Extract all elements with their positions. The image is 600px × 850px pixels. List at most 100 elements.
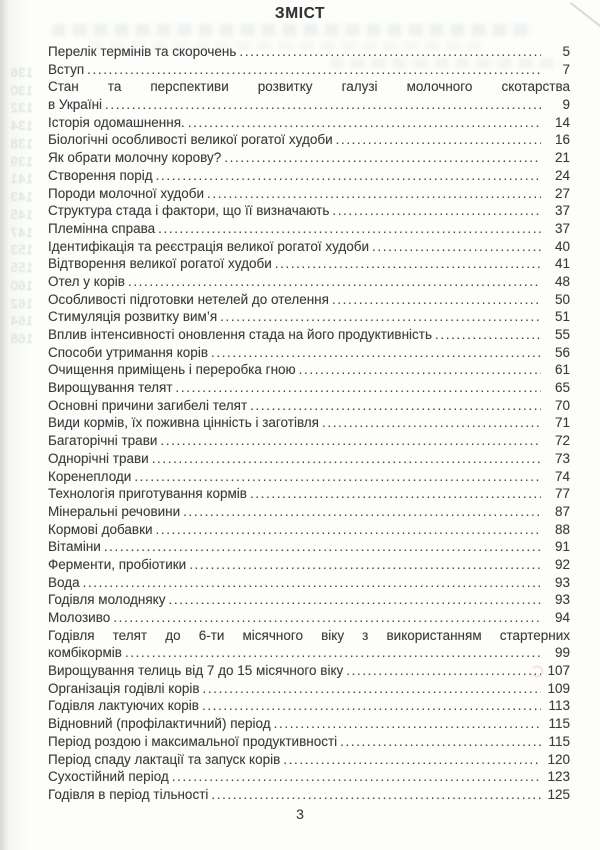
- toc-row: Перелік термінів та скорочень 5: [48, 43, 570, 61]
- page-number: 24: [554, 167, 570, 183]
- toc-entry-label: Годівля лактуючих корів: [48, 698, 199, 714]
- toc-entry-label: в Україні: [48, 97, 103, 113]
- page-number: 21: [554, 150, 570, 166]
- dot-leader: [435, 326, 541, 344]
- dot-leader: [188, 114, 541, 132]
- toc-row: Створення порід 24: [48, 167, 570, 185]
- page-number: 55: [554, 327, 570, 342]
- dot-leader: [211, 786, 541, 804]
- toc-entry-wrapped-line: Годівля телят до 6-ти місячного віку з в…: [48, 627, 570, 643]
- toc-row: Відновний (профілактичний) період 115: [48, 715, 570, 733]
- page-number: 115: [548, 716, 570, 732]
- toc-row: комбікормів 99: [48, 644, 570, 662]
- toc-row: Період спаду лактації та запуск корів 120: [48, 751, 570, 769]
- toc-row: Ідентифікація та реєстрація великої рога…: [48, 238, 570, 256]
- toc-row: Однорічні трави 73: [48, 450, 570, 468]
- dot-leader: [134, 468, 541, 486]
- bleedthrough-number: 164: [10, 313, 34, 328]
- page-number: 74: [554, 468, 570, 484]
- toc-row: Період роздою і максимальної продуктивно…: [48, 733, 570, 751]
- toc-entry-label: Способи утримання корів: [48, 344, 208, 360]
- dot-leader: [125, 644, 541, 662]
- dot-leader: [239, 43, 541, 61]
- page-number: 93: [554, 574, 570, 590]
- toc-entry-label: Вирощування телиць від 7 до 15 місячного…: [48, 663, 344, 679]
- toc-entry-label: Стимуляція розвитку вим’я: [48, 309, 218, 325]
- toc-entry-label: Період роздою і максимальної продуктивно…: [48, 733, 338, 749]
- toc-entry-label: Особливості підготовки нетелей до отелен…: [48, 291, 329, 307]
- toc-entry-label: Вітаміни: [48, 539, 101, 555]
- page-number: 27: [554, 185, 570, 201]
- dot-leader: [372, 238, 541, 256]
- toc-entry-label: Історія одомашнення.: [48, 114, 185, 130]
- footer-page-number: 3: [296, 806, 304, 822]
- toc-row: Вирощування телиць від 7 до 15 місячного…: [48, 662, 570, 680]
- toc-row: Способи утримання корів 56: [48, 344, 570, 362]
- toc-entry-label: Ферменти, пробіотики: [48, 556, 187, 572]
- toc-row: Особливості підготовки нетелей до отелен…: [48, 291, 570, 309]
- dot-leader: [189, 556, 541, 574]
- scan-edge-shadow: [0, 0, 9, 850]
- page-number: 123: [547, 769, 570, 785]
- toc-row: Племінна справа 37: [48, 220, 570, 238]
- toc-row: Мінеральні речовини 87: [48, 503, 570, 521]
- toc-entry-label: Ідентифікація та реєстрація великої рога…: [48, 238, 370, 254]
- page-number: 40: [554, 238, 570, 254]
- dot-leader: [250, 397, 541, 415]
- dot-leader: [156, 521, 541, 539]
- toc-row: Годівля лактуючих корів 113: [48, 697, 570, 715]
- toc-entry-label: Види кормів, їх поживна цінність і загот…: [48, 415, 319, 431]
- toc-entry-label: Період спаду лактації та запуск корів: [48, 751, 281, 767]
- toc-entry-label: Породи молочної худоби: [48, 185, 205, 201]
- page-number: 37: [554, 203, 570, 219]
- toc-row: Види кормів, їх поживна цінність і загот…: [48, 414, 570, 432]
- toc-entry-label: Вплив інтенсивності оновлення стада на й…: [48, 327, 433, 342]
- dot-leader: [207, 185, 541, 203]
- page-number: 115: [548, 733, 570, 749]
- page-number: 88: [554, 521, 570, 537]
- dot-leader: [250, 485, 541, 503]
- page-number: 77: [554, 486, 570, 502]
- page-number: 7: [562, 61, 570, 77]
- toc-row: Кормові добавки 88: [48, 521, 570, 539]
- dot-leader: [203, 680, 541, 698]
- toc-entry-label: Отел у корів: [48, 273, 125, 289]
- toc-row: Основні причини загибелі телят 70: [48, 397, 570, 415]
- toc-row: Сухостійний період 123: [48, 768, 570, 786]
- bleedthrough-number: 132: [10, 100, 34, 115]
- dot-leader: [202, 697, 541, 715]
- page-number: 120: [547, 751, 570, 767]
- bleedthrough-number: 138: [10, 136, 34, 151]
- toc-row: Вітаміни 91: [48, 538, 570, 556]
- page-number: 37: [554, 220, 570, 236]
- dot-leader: [160, 432, 541, 450]
- toc-row: Молозиво 94: [48, 609, 570, 627]
- page-number: 9: [562, 97, 570, 113]
- toc-entry-label: Племінна справа: [48, 220, 156, 236]
- page-number: 65: [554, 380, 570, 396]
- toc-row: Вступ 7: [48, 61, 570, 79]
- toc-row: Історія одомашнення. 14: [48, 114, 570, 132]
- page-number: 56: [554, 344, 570, 360]
- toc-row: Багаторічні трави 72: [48, 432, 570, 450]
- toc-row: Породи молочної худоби 27: [48, 185, 570, 203]
- dot-leader: [224, 149, 541, 167]
- dot-leader: [283, 751, 541, 769]
- bleedthrough-number: 168: [10, 331, 34, 346]
- bleedthrough-number: 130: [10, 83, 34, 98]
- toc-entry-label: Структура стада і фактори, що її визнача…: [48, 203, 330, 219]
- page-number: 94: [554, 610, 570, 625]
- dot-leader: [105, 96, 541, 114]
- toc-entry-label: Як обрати молочну корову?: [48, 150, 222, 166]
- bleedthrough-number: 141: [10, 171, 34, 186]
- dot-leader: [322, 414, 541, 432]
- toc-entry-label: Вирощування телят: [48, 380, 173, 396]
- dot-leader: [220, 308, 541, 326]
- bleedthrough-number: 160: [10, 278, 34, 293]
- toc-entry-label: Годівля в період тільності: [48, 786, 209, 802]
- page-number: 73: [554, 450, 570, 466]
- dot-leader: [211, 344, 541, 362]
- toc-row: Організація годівлі корів 109: [48, 680, 570, 698]
- page-number: 48: [554, 273, 570, 289]
- toc-row: Як обрати молочну корову? 21: [48, 149, 570, 167]
